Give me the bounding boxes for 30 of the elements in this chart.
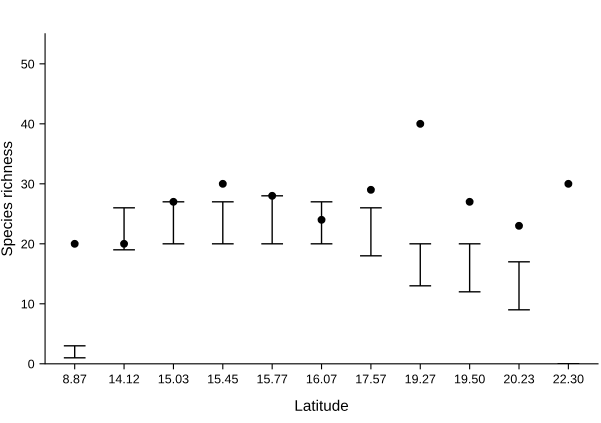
x-tick-label: 8.87	[63, 374, 86, 384]
y-axis-title: Species richness	[0, 142, 16, 256]
x-tick-label: 16.07	[306, 374, 337, 384]
x-tick-label: 19.50	[454, 374, 485, 384]
x-tick-label: 14.12	[109, 374, 140, 384]
point	[120, 240, 128, 248]
x-tick-label: 15.77	[257, 374, 288, 384]
point	[564, 180, 572, 188]
x-tick-label: 19.27	[406, 374, 436, 384]
y-tick-label: 20	[21, 240, 34, 248]
point	[169, 198, 178, 206]
y-tick-label: 30	[21, 180, 34, 188]
y-tick-label: 50	[21, 60, 34, 68]
point	[218, 180, 227, 188]
point	[366, 186, 375, 194]
point	[416, 120, 424, 128]
x-tick-label: 20.23	[504, 374, 534, 384]
point	[515, 222, 523, 230]
point	[466, 198, 474, 206]
x-tick-label: 15.03	[158, 374, 189, 384]
y-tick-label: 10	[22, 300, 34, 308]
y-tick-label: 40	[21, 120, 34, 128]
x-axis-title: Latitude	[296, 400, 348, 411]
point	[268, 192, 276, 200]
point	[70, 240, 79, 248]
x-tick-label: 15.45	[208, 374, 238, 384]
y-tick-label: 0	[28, 360, 34, 368]
x-tick-label: 22.30	[553, 374, 584, 384]
point	[318, 216, 326, 224]
x-tick-label: 17.57	[356, 374, 386, 384]
